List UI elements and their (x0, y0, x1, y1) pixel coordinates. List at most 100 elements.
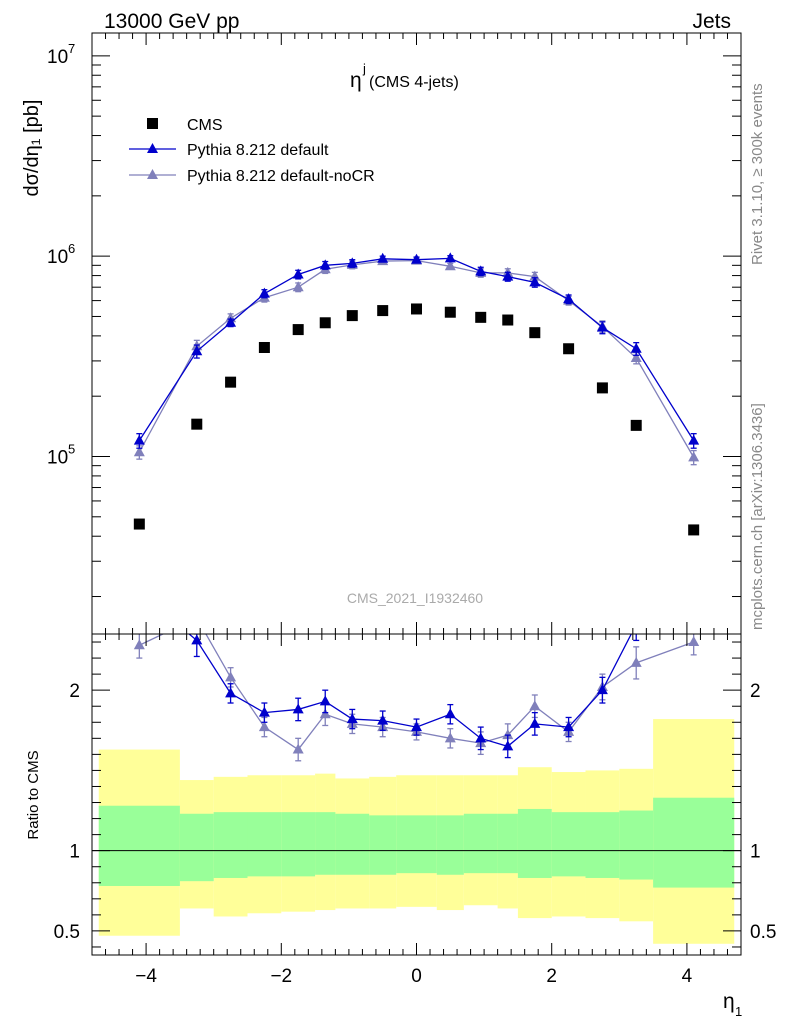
legend-marker-pythia-nocr (147, 169, 158, 179)
plot-title-main: η (350, 69, 362, 92)
ratio-ylabel: Ratio to CMS (25, 750, 42, 839)
main-series (133, 252, 700, 536)
main-pythia-nocr-point (444, 260, 456, 271)
ratio-series (133, 612, 700, 762)
main-cms-point (258, 341, 270, 353)
legend: CMS Pythia 8.212 default Pythia 8.212 de… (129, 117, 375, 185)
main-pythia-default-point (377, 252, 389, 263)
main-cms-point (596, 382, 608, 394)
main-pythia-default-point (346, 257, 358, 268)
main-pythia-nocr-point (688, 451, 700, 462)
main-pythia-default-point (529, 276, 541, 287)
legend-item-pythia-default: Pythia 8.212 default (129, 142, 329, 159)
ratio-pythia-nocr-point (688, 636, 700, 647)
y-tick-label-base: 10 (47, 247, 68, 268)
ratio-y-tick-label-right: 1 (750, 842, 761, 863)
ratio-y-tick-label-left: 0.5 (54, 922, 80, 943)
y-tick-label-exp: 6 (68, 241, 75, 256)
ratio-y-tick-label-left: 1 (69, 842, 80, 863)
main-cms-point (411, 303, 422, 315)
ratio-band-inner (396, 815, 437, 874)
main-cms-point (444, 306, 456, 318)
legend-label-cms: CMS (187, 117, 223, 134)
header-right: Jets (692, 10, 731, 33)
ratio-band-inner (369, 815, 397, 875)
ratio-pythia-default-point (529, 717, 541, 728)
main-pythia-default-point (319, 259, 331, 270)
main-pythia-nocr-line (138, 259, 695, 458)
legend-label-pythia-nocr: Pythia 8.212 default-noCR (187, 168, 375, 185)
y-tick-label: 10 7 (47, 41, 75, 68)
y-tick-label-base: 10 (47, 447, 68, 468)
ratio-y-tick-label-left: 2 (69, 681, 80, 702)
main-ylabel-text: dσ/dη₁ [pb] (21, 100, 43, 197)
ratio-pythia-nocr-point (502, 729, 514, 740)
ratio-band-inner (497, 813, 518, 874)
main-pythia-default-point (292, 268, 304, 279)
y-tick-label: 10 6 (47, 241, 75, 268)
ratio-pythia-nocr-point (529, 700, 541, 711)
x-tick-label: −2 (270, 966, 292, 987)
ratio-band-inner (436, 815, 464, 875)
main-ylabel: dσ/dη₁ [pb] (21, 100, 43, 197)
main-cms-point (688, 524, 700, 536)
ratio-pythia-default-point (475, 732, 487, 743)
ratio-pythia-default-point (377, 714, 389, 725)
ratio-band-inner (179, 813, 214, 882)
main-pythia-default-point (502, 270, 514, 281)
ratio-pythia-default-point (319, 695, 331, 706)
main-pythia-default-point (596, 321, 608, 332)
y-tick-label-exp: 5 (68, 441, 75, 456)
main-pythia-default-line (138, 257, 695, 441)
x-tick-label: 2 (546, 966, 557, 987)
main-pythia-default-point (630, 342, 642, 353)
ratio-pythia-default-point (258, 706, 270, 717)
ratio-band-inner (463, 813, 498, 874)
main-pythia-default-point (258, 287, 270, 298)
ratio-pythia-nocr-point (630, 656, 642, 667)
main-cms-point (475, 311, 487, 323)
main-pythia-default-point (688, 434, 700, 445)
ratio-pythia-nocr-point (191, 612, 202, 622)
main-pythia-default-point (563, 293, 575, 304)
ratio-pythia-default-point (502, 740, 514, 751)
ratio-band-inner (98, 805, 180, 886)
ratio-band-inner (281, 812, 316, 877)
ratio-pythia-default-point (225, 687, 237, 698)
ratio-band-inner (585, 812, 620, 878)
x-tick-label: 0 (411, 966, 422, 987)
ratio-band-inner (653, 797, 735, 888)
ratio-pythia-default-point (631, 618, 642, 628)
ratio-pythia-nocr-point (444, 732, 456, 743)
main-cms-point (319, 317, 331, 329)
main-cms-point (292, 324, 304, 336)
main-pythia-default-point (444, 252, 456, 263)
main-pythia-default-point (411, 253, 422, 264)
main-cms-point (346, 310, 358, 322)
main-cms-point (529, 327, 541, 339)
y-tick-label-base: 10 (47, 47, 68, 68)
ratio-band-inner (213, 812, 248, 878)
main-pythia-default-point (133, 434, 145, 445)
ratio-band-inner (315, 812, 336, 875)
ratio-pythia-default-point (444, 708, 456, 719)
legend-item-cms: CMS (147, 117, 223, 134)
ratio-pythia-default-point (596, 684, 608, 695)
ratio-pythia-nocr-point (292, 743, 304, 754)
ratio-pythia-default-point (346, 713, 358, 724)
legend-marker-pythia-default (147, 143, 158, 153)
ratio-y-tick-label-right: 2 (750, 681, 761, 702)
ratio-band-inner (247, 812, 282, 877)
ratio-pythia-default-point (191, 634, 203, 645)
main-pythia-default-point (191, 345, 203, 356)
main-cms-point (377, 305, 389, 317)
watermark: CMS_2021_I1932460 (347, 590, 483, 606)
xlabel-sub: 1 (735, 1004, 742, 1019)
ratio-pythia-default-point (292, 703, 304, 714)
plot-title-sup: j (362, 61, 366, 76)
main-cms-point (133, 518, 145, 530)
main-pythia-nocr-point (133, 446, 145, 457)
plot-title-rest: (CMS 4-jets) (369, 74, 459, 91)
